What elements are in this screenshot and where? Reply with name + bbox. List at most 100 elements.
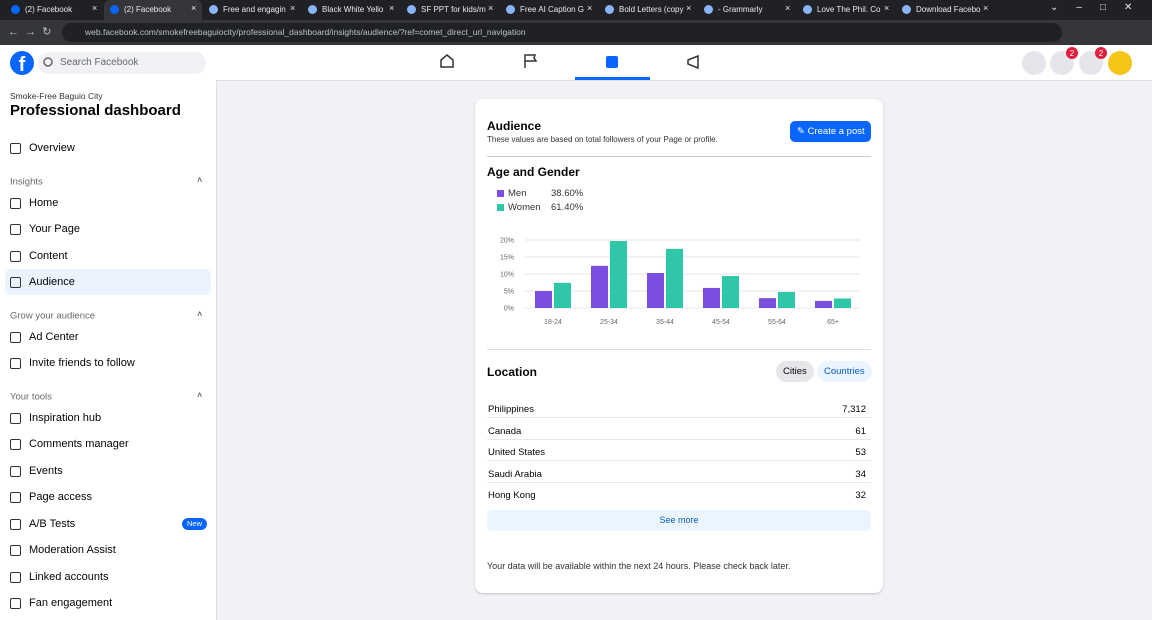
browser-tab[interactable]: Black White Yello	[322, 5, 384, 14]
menu-item[interactable]: Events	[29, 464, 63, 477]
tab-close: ×	[785, 3, 791, 13]
menu-item[interactable]: Linked accounts	[29, 570, 109, 583]
sidebar	[0, 80, 217, 620]
menu-icon	[10, 412, 21, 424]
bar	[666, 248, 683, 308]
search-box[interactable]	[38, 52, 206, 74]
menu-icon	[10, 277, 21, 288]
country-name: Saudi Arabia	[488, 468, 542, 480]
legend-share: 61.40%	[551, 202, 584, 213]
country-count: 34	[855, 468, 866, 480]
legend-swatch	[497, 204, 504, 211]
country-count: 7,312	[842, 404, 866, 415]
section-header: Your tools	[10, 391, 52, 402]
row-divider	[487, 460, 871, 462]
menu-icon	[10, 598, 21, 609]
country-name: Philippines	[488, 404, 534, 415]
y-tick-label: 10%	[500, 272, 514, 279]
tab-favicon	[308, 5, 317, 14]
x-tick-label: 55-64	[768, 319, 786, 326]
menu-button[interactable]	[1022, 51, 1046, 75]
x-tick-label: 25-34	[600, 319, 618, 326]
pages-icon[interactable]	[524, 54, 538, 68]
country-count: 61	[855, 425, 866, 437]
menu-item[interactable]: Home	[29, 196, 59, 209]
availability-note: Your data will be available within the n…	[487, 561, 791, 571]
bar	[647, 272, 664, 308]
divider	[487, 156, 871, 157]
menu-item[interactable]: Page access	[29, 491, 92, 503]
browser-tab[interactable]: (2) Facebook	[25, 5, 73, 14]
section-header: Grow your audience	[10, 310, 96, 321]
menu-icon	[10, 197, 21, 209]
home-icon[interactable]	[440, 54, 454, 68]
bar	[834, 298, 851, 308]
browser-tab[interactable]: Free AI Caption G	[520, 5, 585, 14]
menu-item[interactable]: Content	[29, 249, 68, 262]
tab-favicon	[11, 5, 20, 14]
fb-logo[interactable]: f	[10, 51, 34, 76]
browser-tab[interactable]: Bold Letters (copy	[619, 5, 684, 14]
location-tab[interactable]: Cities	[776, 361, 814, 382]
url: web.facebook.com/smokefreebaguiocity/pro…	[85, 27, 526, 37]
browser-tab[interactable]: Free and engagin	[223, 5, 286, 14]
tab-favicon	[506, 5, 515, 14]
menu-item[interactable]: Fan engagement	[29, 597, 113, 609]
address-bar[interactable]	[62, 23, 1062, 42]
tab-favicon	[209, 5, 218, 14]
menu-item[interactable]: A/B Tests	[29, 517, 76, 530]
browser-tab[interactable]: (2) Facebook	[104, 0, 202, 20]
window-controls[interactable]: ⌄–□✕	[1050, 2, 1151, 13]
notifications-badge: 2	[1099, 49, 1104, 58]
bar	[554, 282, 571, 308]
search-placeholder: Search Facebook	[60, 57, 139, 68]
ads-icon[interactable]	[687, 54, 699, 70]
browser-tab[interactable]: - Grammarly	[718, 5, 763, 14]
tab-favicon	[407, 5, 416, 14]
section-header: Insights	[10, 176, 43, 187]
row-divider	[487, 481, 871, 483]
y-tick-label: 5%	[504, 289, 514, 296]
search-icon	[43, 57, 53, 67]
menu-item[interactable]: Overview	[29, 142, 75, 154]
menu-item[interactable]: Ad Center	[29, 330, 79, 343]
y-tick-label: 0%	[504, 306, 514, 313]
y-tick-label: 15%	[500, 255, 514, 262]
new-badge: New	[182, 517, 208, 530]
menu-item[interactable]: Comments manager	[29, 438, 129, 450]
location-tab[interactable]: Countries	[817, 361, 872, 382]
menu-icon	[10, 545, 21, 556]
create-post-text: Create a post	[807, 126, 865, 137]
legend-swatch	[497, 190, 504, 197]
tab-close: ×	[488, 3, 494, 13]
menu-icon	[10, 331, 21, 343]
insights-icon[interactable]	[606, 56, 618, 68]
browser-tab[interactable]: Download Facebo	[916, 5, 981, 14]
menu-item[interactable]: Your Page	[29, 223, 80, 235]
x-tick-label: 65+	[827, 319, 839, 326]
menu-item[interactable]: Audience	[29, 276, 75, 288]
create-post-button[interactable]	[790, 121, 871, 142]
country-count: 53	[855, 447, 866, 459]
x-tick-label: 18-24	[544, 319, 562, 326]
tab-close: ×	[389, 3, 395, 13]
nav-buttons[interactable]: ← → ↻	[8, 26, 52, 38]
audience-subtitle: These values are based on total follower…	[487, 135, 718, 144]
row-divider	[487, 438, 871, 440]
menu-item[interactable]: Inspiration hub	[29, 411, 102, 424]
chart-title: Age and Gender	[487, 165, 580, 179]
see-more-button[interactable]: See more	[487, 510, 871, 531]
page-name: Smoke-Free Baguio City	[10, 91, 103, 101]
bar	[535, 291, 552, 308]
menu-item[interactable]: Invite friends to follow	[29, 357, 135, 369]
x-tick-label: 35-44	[656, 319, 674, 326]
browser-tab[interactable]: SF PPT for kids/m	[421, 5, 486, 14]
tab-favicon	[110, 5, 119, 14]
tab-close: ×	[983, 3, 989, 13]
menu-item[interactable]: Moderation Assist	[29, 544, 116, 556]
country-name: Canada	[488, 425, 522, 437]
menu-icon	[10, 224, 21, 235]
browser-tab[interactable]: Love The Phil. Co	[817, 5, 881, 14]
profile-avatar[interactable]	[1108, 51, 1132, 75]
